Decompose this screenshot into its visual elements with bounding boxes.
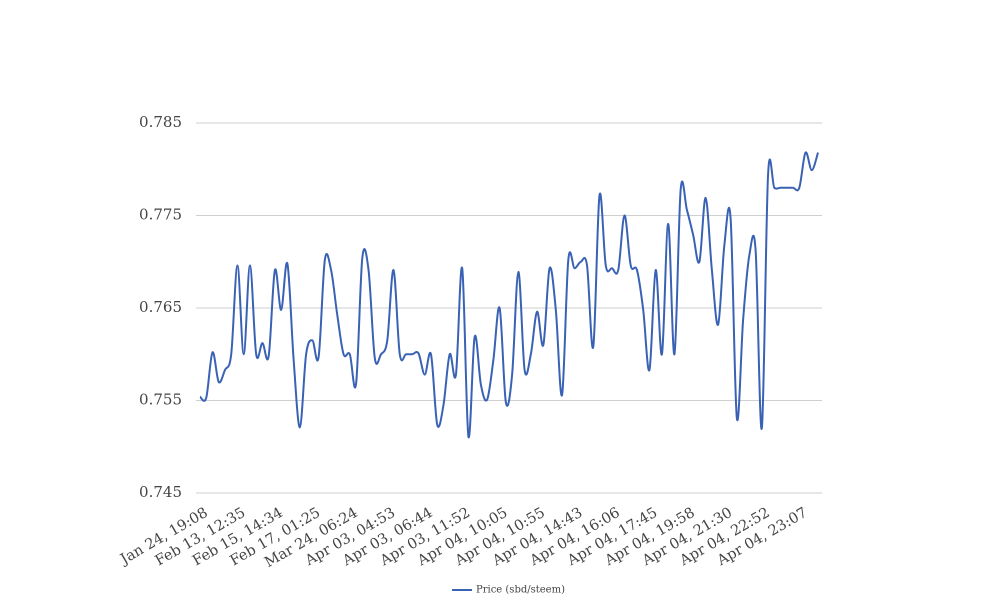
price-line bbox=[199, 151, 819, 439]
y-tick-label: 0.775 bbox=[139, 206, 182, 224]
y-tick-label: 0.755 bbox=[139, 391, 182, 409]
y-tick-label: 0.745 bbox=[139, 483, 182, 501]
y-tick-label: 0.765 bbox=[139, 298, 182, 316]
legend-label: Price (sbd/steem) bbox=[476, 585, 565, 596]
y-tick-label: 0.785 bbox=[139, 113, 182, 131]
